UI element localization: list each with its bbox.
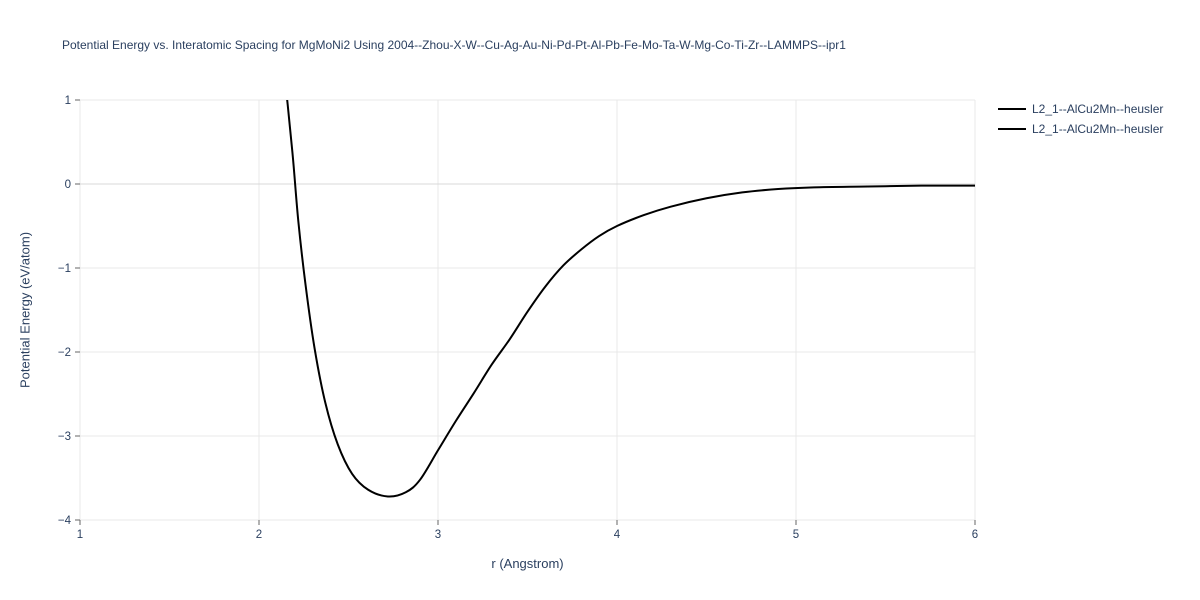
x-tick-label: 2 — [256, 529, 262, 541]
chart-title: Potential Energy vs. Interatomic Spacing… — [62, 38, 846, 52]
legend-item[interactable]: L2_1--AlCu2Mn--heusler — [998, 102, 1163, 116]
legend-label: L2_1--AlCu2Mn--heusler — [1032, 122, 1164, 136]
legend-line-marker — [998, 108, 1026, 110]
legend-item[interactable]: L2_1--AlCu2Mn--heusler — [998, 122, 1163, 136]
potential-energy-curve — [286, 100, 975, 498]
y-tick-label: 0 — [65, 179, 71, 191]
x-tick-label: 6 — [972, 529, 978, 541]
x-tick-label: 4 — [614, 529, 621, 541]
x-tick-label: 5 — [793, 529, 799, 541]
x-axis-label: r (Angstrom) — [491, 556, 564, 571]
y-tick-label: −1 — [58, 263, 71, 275]
x-tick-label: 3 — [435, 529, 441, 541]
y-axis-label: Potential Energy (eV/atom) — [17, 231, 33, 389]
y-tick-label: 1 — [65, 95, 71, 107]
y-tick-label: −4 — [58, 515, 72, 527]
x-tick-label: 1 — [77, 529, 83, 541]
legend: L2_1--AlCu2Mn--heusler L2_1--AlCu2Mn--heu… — [998, 102, 1163, 136]
legend-label: L2_1--AlCu2Mn--heusler — [1032, 102, 1164, 116]
y-tick-label: −2 — [58, 347, 71, 359]
y-tick-label: −3 — [58, 431, 71, 443]
legend-line-marker — [998, 128, 1026, 130]
